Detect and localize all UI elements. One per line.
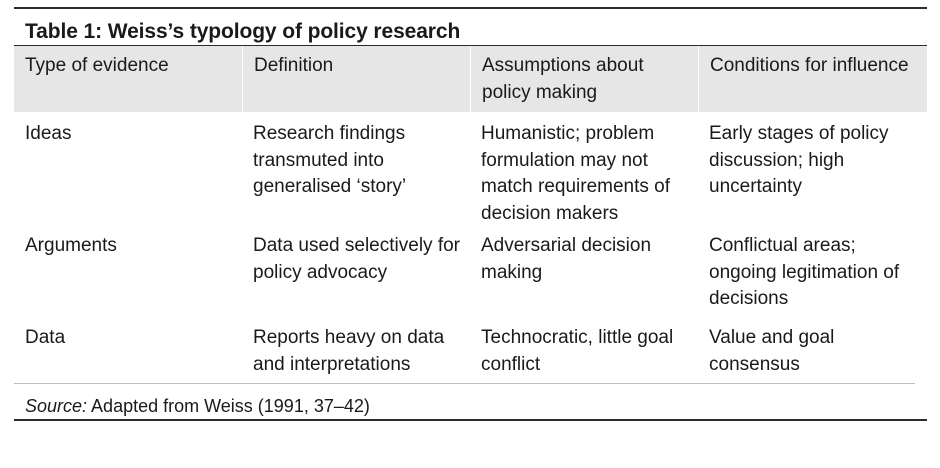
title-rule [14,45,927,46]
header-assumptions: Assumptions about policy making [470,46,698,112]
source-text: Adapted from Weiss (1991, 37–42) [87,396,370,416]
cell-type: Data [25,327,66,348]
top-rule [14,7,927,9]
cell-assumptions: Adversarial decision making [481,235,652,283]
source-label: Source: [25,396,88,416]
table-row: Data Reports heavy on data and interpret… [14,322,927,383]
header-definition: Definition [242,46,470,112]
header-type-of-evidence: Type of evidence [25,55,169,76]
cell-conditions: Value and goal consensus [709,327,835,375]
source-divider [14,383,915,384]
header-conditions: Conditions for influence [698,46,927,112]
cell-conditions: Early stages of policy discussion; high … [709,123,889,197]
cell-assumptions: Humanistic; problem formulation may not … [481,123,671,224]
cell-type: Arguments [25,235,117,256]
cell-definition: Reports heavy on data and interpretation… [253,327,445,375]
table-title: Table 1: Weiss’s typology of policy rese… [25,20,461,43]
bottom-rule [14,419,927,421]
cell-assumptions: Technocratic, little goal conflict [481,327,674,375]
header-row: Type of evidence Definition Assumptions … [14,46,927,112]
cell-definition: Research findings transmuted into genera… [253,123,407,197]
source-note: Source: Adapted from Weiss (1991, 37–42) [14,384,927,419]
typology-table: Table 1: Weiss’s typology of policy rese… [14,7,927,421]
cell-definition: Data used selectively for policy advocac… [253,235,460,283]
cell-type: Ideas [25,123,72,144]
table-row: Ideas Research findings transmuted into … [14,112,927,231]
cell-conditions: Conflictual areas; ongoing legitimation … [709,235,900,309]
table-row: Arguments Data used selectively for poli… [14,231,927,322]
